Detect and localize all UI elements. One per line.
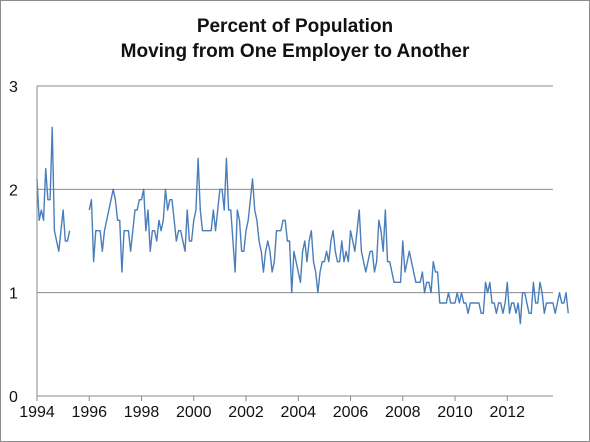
x-tick-label-2006: 2006 bbox=[333, 404, 369, 421]
gridlines bbox=[37, 85, 553, 294]
axes bbox=[36, 86, 553, 401]
y-tick-label-2: 2 bbox=[9, 182, 18, 199]
x-tick-label-2000: 2000 bbox=[176, 404, 212, 421]
x-tick-label-2002: 2002 bbox=[228, 404, 264, 421]
y-tick-label-1: 1 bbox=[9, 286, 18, 303]
y-tick-label-3: 3 bbox=[9, 79, 18, 96]
x-tick-label-1998: 1998 bbox=[124, 404, 160, 421]
x-tick-label-1996: 1996 bbox=[71, 404, 107, 421]
series-line-segment-0-1 bbox=[88, 157, 569, 325]
y-tick-label-0: 0 bbox=[9, 389, 18, 406]
x-tick-label-2012: 2012 bbox=[489, 404, 525, 421]
x-tick-label-2010: 2010 bbox=[437, 404, 473, 421]
x-axis-tick-labels: 1994 1996 1998 2000 2002 2004 2006 2008 2010 2012 bbox=[19, 404, 525, 421]
x-tick-label-2004: 2004 bbox=[280, 404, 316, 421]
chart-title-line-1: Percent of Population bbox=[196, 16, 394, 37]
x-tick-label-1994: 1994 bbox=[19, 404, 55, 421]
y-axis-tick-labels: 0 1 2 3 bbox=[9, 79, 18, 406]
chart-title-line-2: Moving from One Employer to Another bbox=[120, 41, 470, 62]
series-line-segment-0-0 bbox=[36, 126, 71, 253]
x-tick-label-2008: 2008 bbox=[385, 404, 421, 421]
chart-title: Percent of Population Moving from One Em… bbox=[0, 14, 590, 64]
series-group bbox=[36, 126, 569, 325]
